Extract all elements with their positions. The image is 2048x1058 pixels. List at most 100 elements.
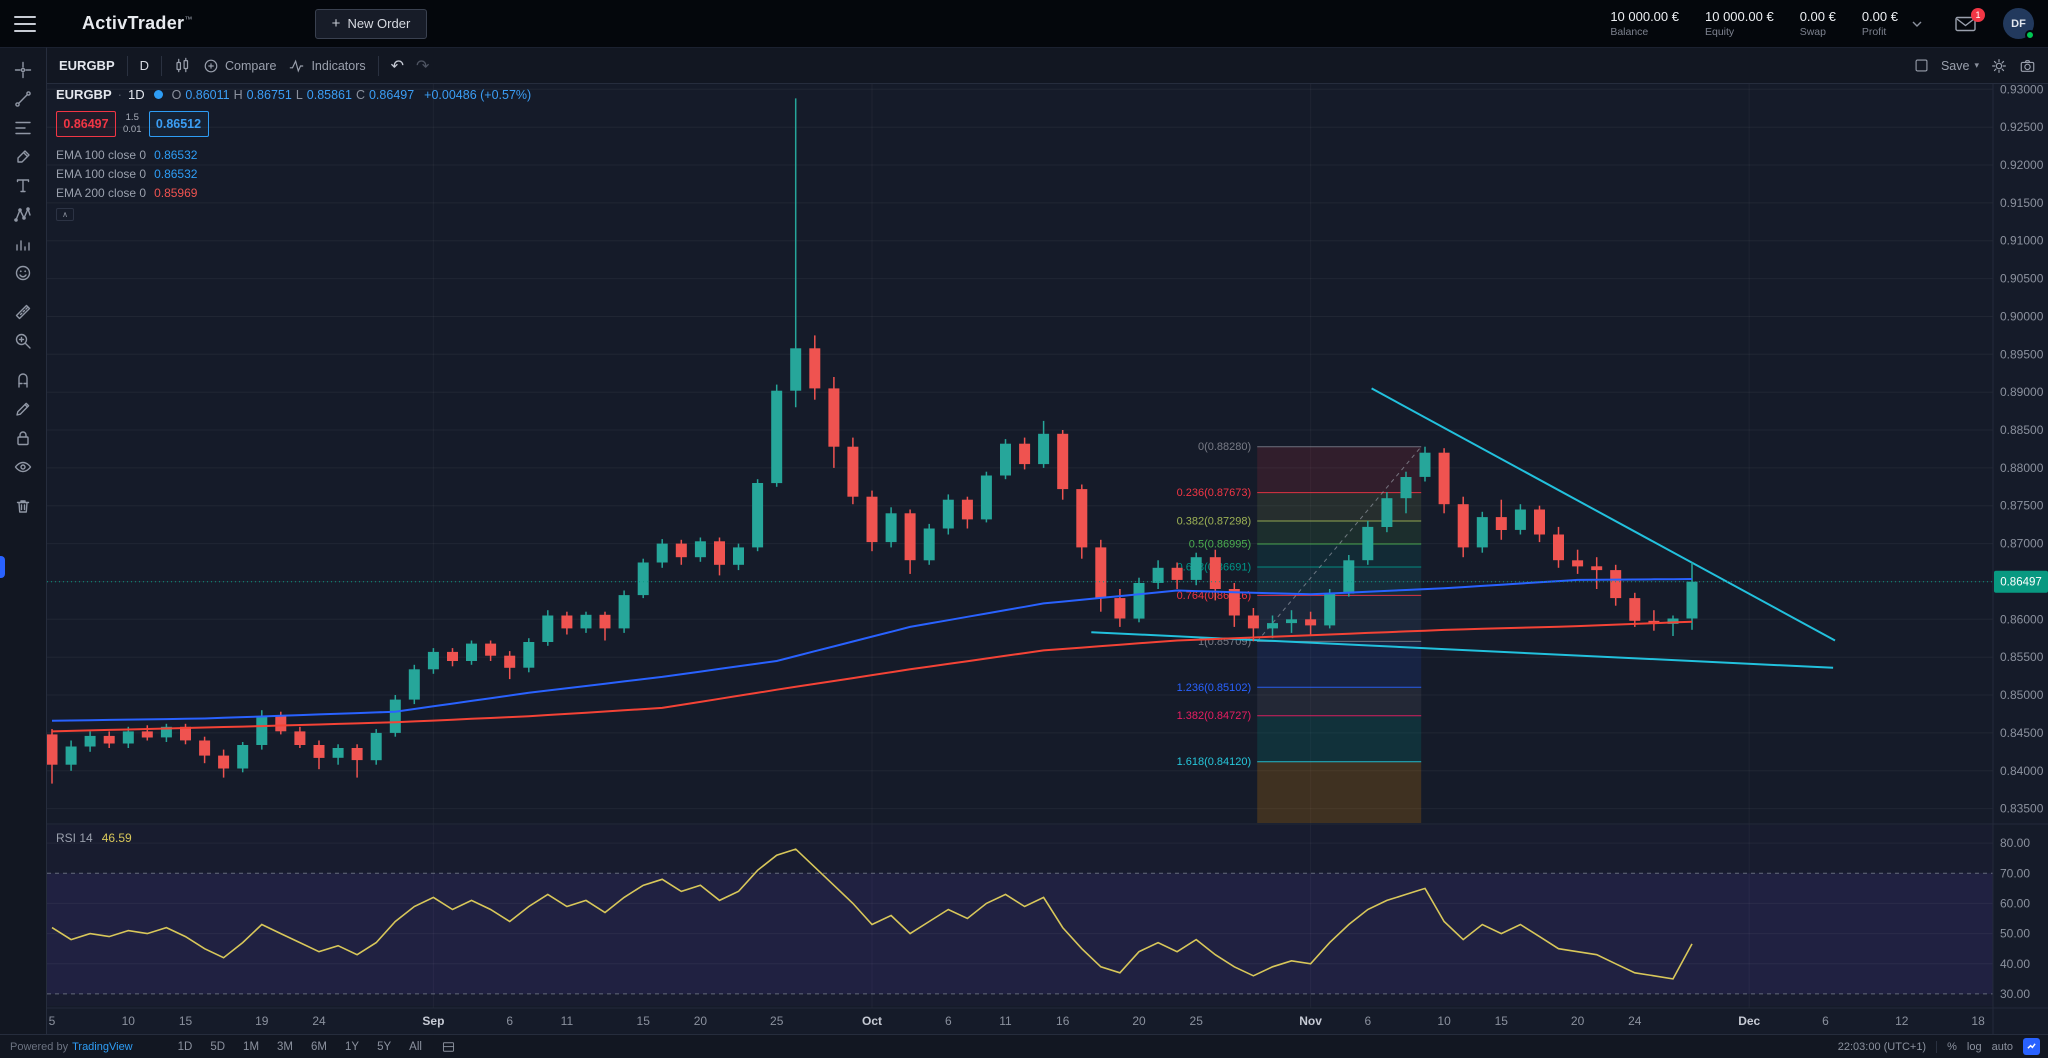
- tool-lock-button[interactable]: [6, 423, 40, 452]
- timeframe-5Y[interactable]: 5Y: [377, 1040, 392, 1053]
- sell-button[interactable]: 0.86497: [56, 111, 116, 137]
- svg-text:0.87000: 0.87000: [2000, 537, 2044, 551]
- tool-trend-line-button[interactable]: [6, 84, 40, 113]
- ohlc-value: 0.85861: [306, 87, 352, 102]
- status-dot-icon: [153, 90, 163, 99]
- legend-interval: 1D: [127, 87, 145, 102]
- tool-ruler-button[interactable]: [6, 297, 40, 326]
- lock-icon: [17, 430, 29, 445]
- chart-toolbar: EURGBP D: [47, 47, 2048, 84]
- indicator-legend-row[interactable]: EMA 200 close 0 0.85969: [56, 185, 198, 200]
- rsi-pane: [47, 825, 1993, 1006]
- timeframe-1Y[interactable]: 1Y: [345, 1040, 360, 1053]
- tool-forecast-button[interactable]: [6, 229, 40, 258]
- tool-pencil-button[interactable]: [6, 394, 40, 423]
- indicators-button[interactable]: Indicators: [288, 58, 366, 74]
- chart-style-button[interactable]: [174, 57, 191, 74]
- account-stat-equity: 10 000.00 € Equity: [1705, 9, 1774, 38]
- mail-icon: [1955, 16, 1976, 31]
- account-stat-profit: 0.00 € Profit: [1861, 9, 1898, 38]
- svg-text:24: 24: [1628, 1014, 1642, 1028]
- object-tree-handle[interactable]: [0, 556, 5, 578]
- buy-button[interactable]: 0.86512: [148, 111, 209, 137]
- compare-button[interactable]: Compare: [203, 58, 276, 74]
- layout-button[interactable]: [1914, 58, 1929, 73]
- emoji-icon: [15, 265, 31, 280]
- svg-text:0.89000: 0.89000: [2000, 385, 2044, 399]
- scale-log-button[interactable]: log: [1966, 1040, 1982, 1053]
- mail-button[interactable]: 1: [1954, 7, 1985, 33]
- timeframe-3M[interactable]: 3M: [277, 1040, 294, 1053]
- tool-fib-retracement-button[interactable]: [6, 113, 40, 142]
- tool-trash-button[interactable]: [6, 491, 40, 520]
- svg-text:0.382(0.87298): 0.382(0.87298): [1177, 516, 1252, 528]
- tool-eye-button[interactable]: [6, 452, 40, 481]
- account-dropdown-icon[interactable]: [1912, 15, 1922, 33]
- svg-text:16: 16: [1056, 1014, 1070, 1028]
- svg-text:0.88500: 0.88500: [2000, 423, 2044, 437]
- clock[interactable]: 22:03:00 (UTC+1): [1837, 1040, 1927, 1053]
- svg-text:0(0.88280): 0(0.88280): [1198, 441, 1251, 453]
- collapse-indicators-button[interactable]: ∧: [56, 208, 74, 221]
- interval-button[interactable]: D: [139, 58, 150, 73]
- bottom-bar: Powered by TradingView 1D 5D 1M 3M 6M 1Y 5Y All…: [0, 1034, 2048, 1058]
- chart-area[interactable]: 0(0.88280) 0.236(0.87673) 0.382(0.87298) 0.…: [47, 84, 2048, 1034]
- rsi-label[interactable]: RSI 14: [56, 831, 93, 845]
- indicator-legend-row[interactable]: EMA 100 close 0 0.86532: [56, 147, 198, 162]
- settings-button[interactable]: [1991, 58, 2007, 74]
- magnet-icon: [18, 372, 28, 388]
- undo-button[interactable]: ↶: [390, 57, 405, 75]
- chart-canvas[interactable]: 0(0.88280) 0.236(0.87673) 0.382(0.87298) 0.…: [47, 84, 2048, 1034]
- scale-%-button[interactable]: %: [1947, 1040, 1957, 1053]
- svg-text:0.86497: 0.86497: [2000, 577, 2042, 589]
- quick-panel-button[interactable]: [2023, 1038, 2040, 1055]
- tool-crosshair-button[interactable]: [6, 55, 40, 84]
- svg-text:10: 10: [1437, 1014, 1451, 1028]
- tool-text-button[interactable]: [6, 171, 40, 200]
- menu-icon[interactable]: [14, 15, 36, 32]
- save-button[interactable]: Save ▾: [1940, 58, 1979, 73]
- layout-icon: [1915, 59, 1928, 72]
- svg-text:40.00: 40.00: [2000, 957, 2030, 971]
- tool-zoom-in-button[interactable]: [6, 326, 40, 355]
- eye-icon: [14, 461, 32, 472]
- timeframe-All[interactable]: All: [409, 1040, 422, 1053]
- scale-auto-button[interactable]: auto: [1991, 1040, 2013, 1053]
- svg-text:30.00: 30.00: [2000, 987, 2030, 1001]
- tool-emoji-button[interactable]: [6, 258, 40, 287]
- timeframe-1M[interactable]: 1M: [243, 1040, 260, 1053]
- screenshot-button[interactable]: [2019, 58, 2036, 74]
- ohlc-key: O: [171, 87, 182, 102]
- svg-text:6: 6: [1364, 1014, 1371, 1028]
- manage-panes-button[interactable]: [441, 1040, 456, 1054]
- account-stat-swap: 0.00 € Swap: [1799, 9, 1836, 38]
- tool-magnet-button[interactable]: [6, 365, 40, 394]
- tradingview-link[interactable]: TradingView: [72, 1040, 133, 1053]
- timeframe-6M[interactable]: 6M: [311, 1040, 327, 1053]
- rsi-line: [51, 848, 1693, 980]
- ohlc-value: 0.86751: [246, 87, 292, 102]
- rsi-axis: 80.00 70.00 60.00 50.00 40.00 30.00: [2000, 836, 2030, 1001]
- indicator-legend-row[interactable]: EMA 100 close 0 0.86532: [56, 166, 198, 181]
- svg-text:0.85000: 0.85000: [2000, 688, 2044, 702]
- avatar-initials: DF: [2011, 17, 2026, 30]
- timeframe-1D[interactable]: 1D: [177, 1040, 193, 1053]
- symbol-button[interactable]: EURGBP: [59, 58, 115, 73]
- tool-xabcd-pattern-button[interactable]: [6, 200, 40, 229]
- timeframe-5D[interactable]: 5D: [210, 1040, 226, 1053]
- redo-button[interactable]: ↷: [416, 57, 430, 75]
- legend-symbol[interactable]: EURGBP: [56, 87, 112, 102]
- svg-text:25: 25: [1190, 1014, 1204, 1028]
- svg-text:0.84500: 0.84500: [2000, 726, 2044, 740]
- svg-text:1.236(0.85102): 1.236(0.85102): [1177, 682, 1252, 694]
- gear-icon: [1992, 58, 2006, 73]
- svg-text:20: 20: [1132, 1014, 1146, 1028]
- svg-text:19: 19: [255, 1014, 269, 1028]
- new-order-button[interactable]: + New Order: [314, 8, 428, 39]
- ema-200-line: [51, 620, 1693, 733]
- avatar[interactable]: DF: [2003, 8, 2035, 40]
- tool-brush-button[interactable]: [6, 142, 40, 171]
- ohlc-value: 0.86497: [368, 87, 415, 102]
- price-axis: 0.93000 0.92500 0.92000 0.91500 0.91000 0.905…: [2000, 84, 2044, 816]
